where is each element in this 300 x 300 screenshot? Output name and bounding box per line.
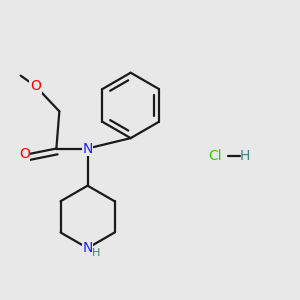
Text: H: H [92, 248, 100, 258]
Text: O: O [30, 79, 41, 93]
Text: Cl: Cl [208, 149, 222, 163]
Text: N: N [82, 241, 93, 255]
Text: O: O [19, 148, 30, 161]
Text: H: H [240, 149, 250, 163]
Text: N: N [82, 142, 93, 155]
